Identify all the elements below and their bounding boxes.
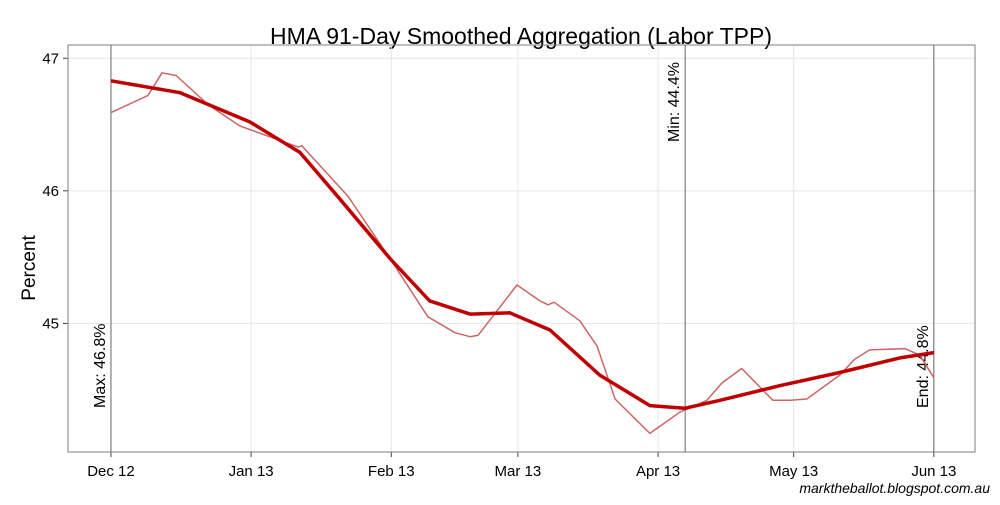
series-line [110,79,935,411]
plot-border [67,44,976,453]
x-tick-label: May 13 [769,463,818,480]
annotation-text: Max: 46.8% [92,324,109,408]
x-tick-label: Feb 13 [368,463,415,480]
y-tick-label: 46 [42,183,59,200]
annotation-text: Min: 44.4% [666,62,683,142]
footer: marktheballot.blogspot.com.au [799,480,990,496]
x-tick-label: Mar 13 [495,463,542,480]
y-tick-label: 45 [42,315,59,332]
annotation-text: End: 44.8% [915,325,932,408]
x-tick-label: Dec 12 [87,463,135,480]
x-tick-label: Jun 13 [911,463,956,480]
x-tick-label: Apr 13 [636,463,680,480]
y-axis-label: Percent [19,235,40,301]
x-tick-label: Jan 13 [229,463,274,480]
y-tick-label: 47 [42,50,59,67]
